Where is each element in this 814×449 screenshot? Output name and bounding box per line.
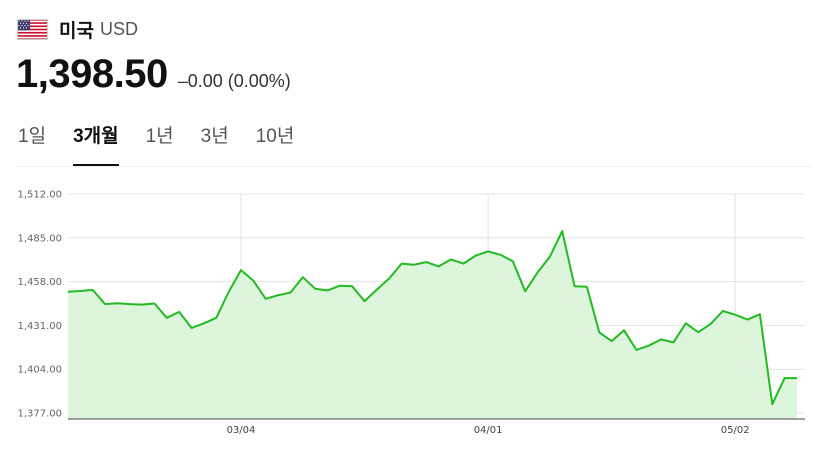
tab-10-years[interactable]: 10년	[255, 126, 295, 147]
y-tick-label: 1,458.00	[17, 277, 62, 288]
y-tick-label: 1,431.00	[17, 321, 62, 332]
y-tick-label: 1,485.00	[17, 233, 62, 244]
y-axis: 1,512.00 1,485.00 1,458.00 1,431.00 1,404.00…	[17, 190, 62, 420]
y-tick-label: 1,512.00	[17, 190, 62, 201]
exchange-rate-chart[interactable]: 1,512.00 1,485.00 1,458.00 1,431.00 1,404.00…	[0, 180, 814, 442]
chart-series-line	[67, 230, 797, 406]
tab-3-years[interactable]: 3년	[200, 126, 229, 147]
currency-code: USD	[99, 18, 138, 39]
period-tabs: 1일 3개월 1년 3년 10년	[18, 120, 321, 166]
tabs-divider	[17, 166, 812, 167]
quote-row: 1,398.50 –0.00 (0.00%)	[16, 52, 291, 97]
country-name: 미국	[59, 20, 94, 42]
y-tick-label: 1,377.00	[17, 409, 62, 420]
y-tick-label: 1,404.00	[17, 365, 62, 376]
x-tick-label: 04/01	[474, 425, 503, 436]
us-flag-icon	[17, 18, 48, 40]
x-axis: 03/04 04/01 05/02	[227, 425, 750, 436]
tab-3-months[interactable]: 3개월	[73, 120, 119, 166]
exchange-rate-price: 1,398.50	[16, 52, 168, 96]
currency-header: 미국 USD	[17, 14, 138, 44]
tab-1-day[interactable]: 1일	[18, 126, 47, 147]
price-change: –0.00 (0.00%)	[177, 71, 291, 91]
x-tick-label: 05/02	[721, 425, 750, 436]
x-tick-label: 03/04	[227, 425, 256, 436]
tab-1-year[interactable]: 1년	[145, 126, 174, 147]
